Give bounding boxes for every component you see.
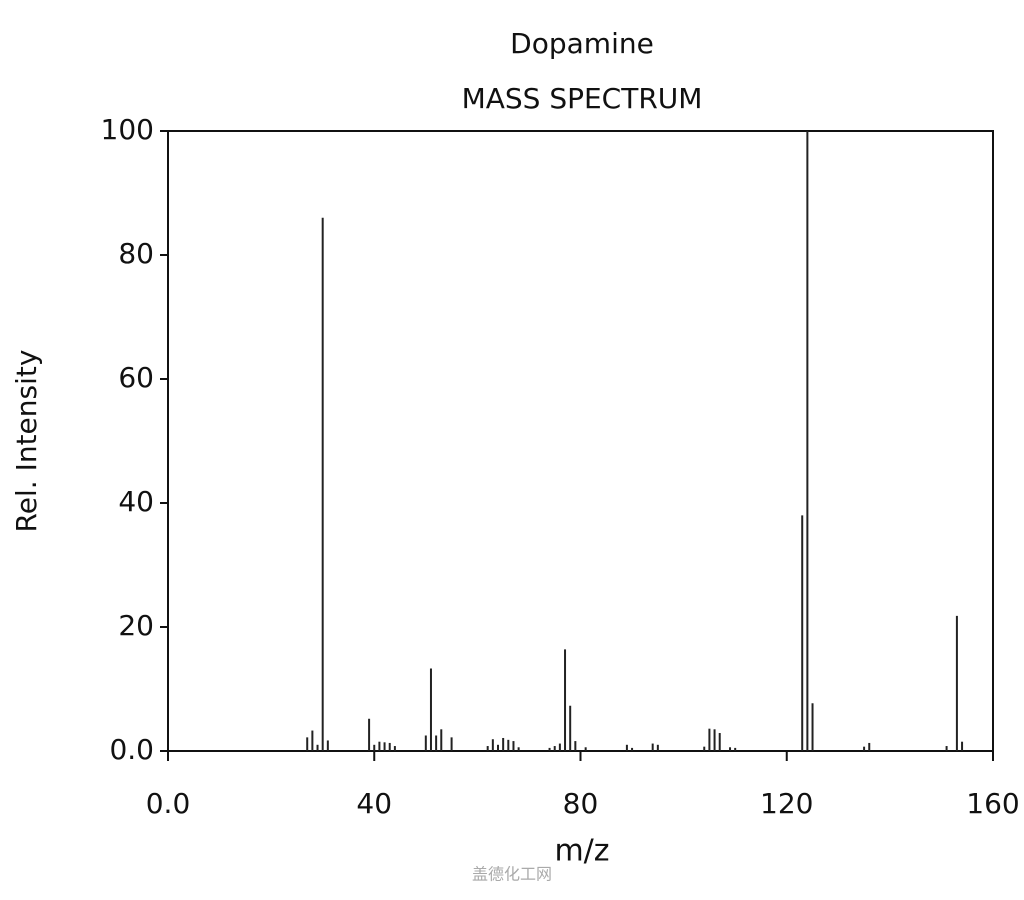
chart-title: Dopamine	[510, 27, 654, 60]
y-tick-label: 40	[118, 485, 154, 518]
plot-frame	[167, 130, 994, 752]
watermark: 盖德化工网	[472, 865, 552, 884]
y-tick-label: 100	[101, 113, 154, 146]
x-tick-label: 40	[356, 787, 392, 820]
x-tick-label: 120	[760, 787, 813, 820]
x-axis-label: m/z	[554, 834, 609, 869]
y-tick-label: 20	[118, 609, 154, 642]
y-tick-label: 80	[118, 237, 154, 270]
y-axis-label: Rel. Intensity	[10, 350, 43, 533]
chart-subtitle: MASS SPECTRUM	[462, 82, 703, 115]
x-tick-label: 80	[563, 787, 599, 820]
x-tick-label: 0.0	[146, 787, 191, 820]
x-tick-label: 160	[966, 787, 1019, 820]
y-tick-label: 60	[118, 361, 154, 394]
y-tick-label: 0.0	[109, 733, 154, 766]
